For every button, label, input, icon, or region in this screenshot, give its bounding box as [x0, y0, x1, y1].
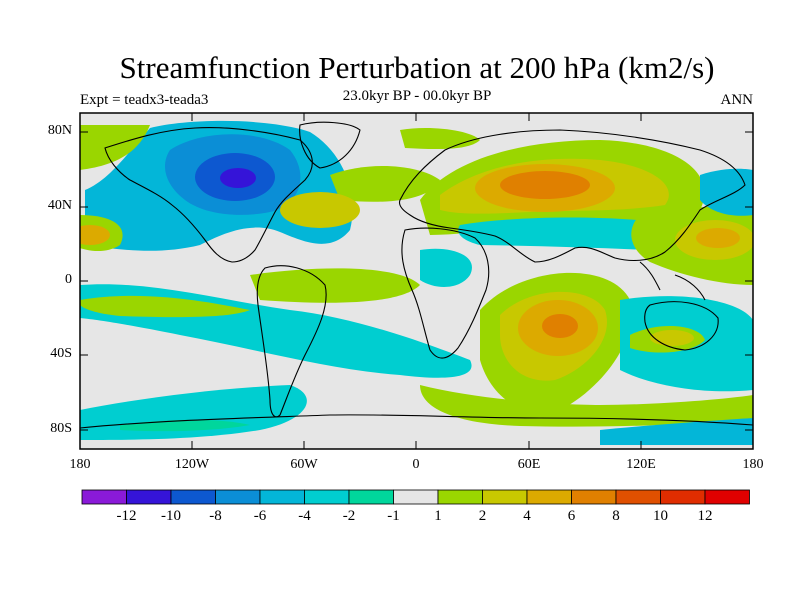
colorbar-box-8	[393, 489, 439, 505]
colorbar-box-9	[437, 489, 483, 505]
coastline-south-america	[256, 265, 327, 418]
contour-indian-ocean-dark-orange	[542, 314, 578, 338]
y-tick-80n: 80N	[47, 123, 72, 138]
coastline-greenland	[299, 121, 361, 169]
contour-east-pacific-negative	[700, 168, 753, 216]
axis-ticks	[79, 113, 754, 449]
colorbar-box-4	[215, 489, 261, 505]
contour-asia-negative	[458, 217, 689, 250]
colorbar-label-5: -4	[298, 508, 311, 524]
contour-southern-ocean-positive	[420, 385, 753, 427]
colorbar-box-7	[348, 489, 394, 505]
coastline-north-america	[104, 127, 313, 263]
colorbar-label-10: 4	[523, 508, 531, 524]
colorbar	[81, 489, 750, 505]
contour-arctic-positive	[80, 125, 150, 170]
contour-field	[80, 113, 753, 449]
x-tick-120e: 120E	[626, 457, 656, 472]
colorbar-label-1: -12	[116, 508, 137, 524]
x-tick-180w: 180	[69, 457, 91, 472]
coastline-australia	[644, 301, 719, 351]
x-tick-60w: 60W	[290, 457, 318, 472]
contour-atlantic-yellow	[280, 192, 360, 228]
colorbar-label-4: -6	[253, 508, 267, 524]
colorbar-label-7: -1	[387, 508, 400, 524]
y-tick-80s: 80S	[50, 421, 72, 436]
x-tick-180e: 180	[742, 457, 764, 472]
contour-atlantic-positive	[330, 165, 440, 202]
map-title: Streamfunction Perturbation at 200 hPa (…	[119, 50, 715, 85]
contour-tropics-positive	[250, 268, 420, 303]
contour-north-america-core-negative	[220, 168, 256, 188]
contour-southern-strip-positive	[80, 295, 250, 318]
contour-australia-yellow	[650, 330, 694, 346]
colorbar-box-5	[259, 489, 305, 505]
contour-date-line-yellow	[80, 225, 110, 245]
experiment-label: Expt = teadx3-teada3	[80, 92, 209, 108]
y-tick-40n: 40N	[47, 198, 72, 213]
contour-africa-negative	[420, 248, 472, 287]
x-tick-120w: 120W	[174, 457, 210, 472]
colorbar-label-12: 8	[612, 508, 620, 524]
colorbar-label-6: -2	[342, 508, 356, 524]
colorbar-box-14	[660, 489, 706, 505]
colorbar-label-8: 1	[434, 508, 442, 524]
contour-asia-dark-orange	[500, 171, 590, 199]
colorbar-box-6	[304, 489, 350, 505]
x-tick-60e: 60E	[517, 457, 541, 472]
coastline-europe-asia	[398, 129, 746, 263]
coastline-africa	[401, 227, 490, 359]
colorbar-box-1	[81, 489, 127, 505]
colorbar-box-3	[170, 489, 216, 505]
season-label: ANN	[720, 92, 754, 108]
map-subtitle: 23.0kyr BP - 00.0kyr BP	[342, 88, 492, 104]
colorbar-label-13: 10	[653, 508, 668, 524]
coastline-antarctica	[80, 414, 753, 429]
colorbar-label-14: 12	[697, 508, 713, 524]
colorbar-box-2	[126, 489, 172, 505]
colorbar-box-15	[704, 489, 750, 505]
colorbar-label-9: 2	[478, 508, 487, 524]
colorbar-box-10	[482, 489, 528, 505]
colorbar-label-2: -10	[161, 508, 181, 524]
colorbar-box-11	[526, 489, 572, 505]
contour-east-antarctic-negative	[600, 418, 753, 445]
x-tick-0: 0	[412, 457, 420, 472]
colorbar-label-3: -8	[209, 508, 222, 524]
y-tick-0: 0	[65, 272, 72, 287]
colorbar-box-12	[571, 489, 617, 505]
y-tick-40s: 40S	[50, 346, 72, 361]
coastlines	[80, 121, 753, 429]
coastline-southeast-asia	[639, 261, 706, 301]
colorbar-label-11: 6	[567, 508, 576, 524]
colorbar-box-13	[615, 489, 661, 505]
contour-west-pacific-orange	[696, 228, 740, 248]
